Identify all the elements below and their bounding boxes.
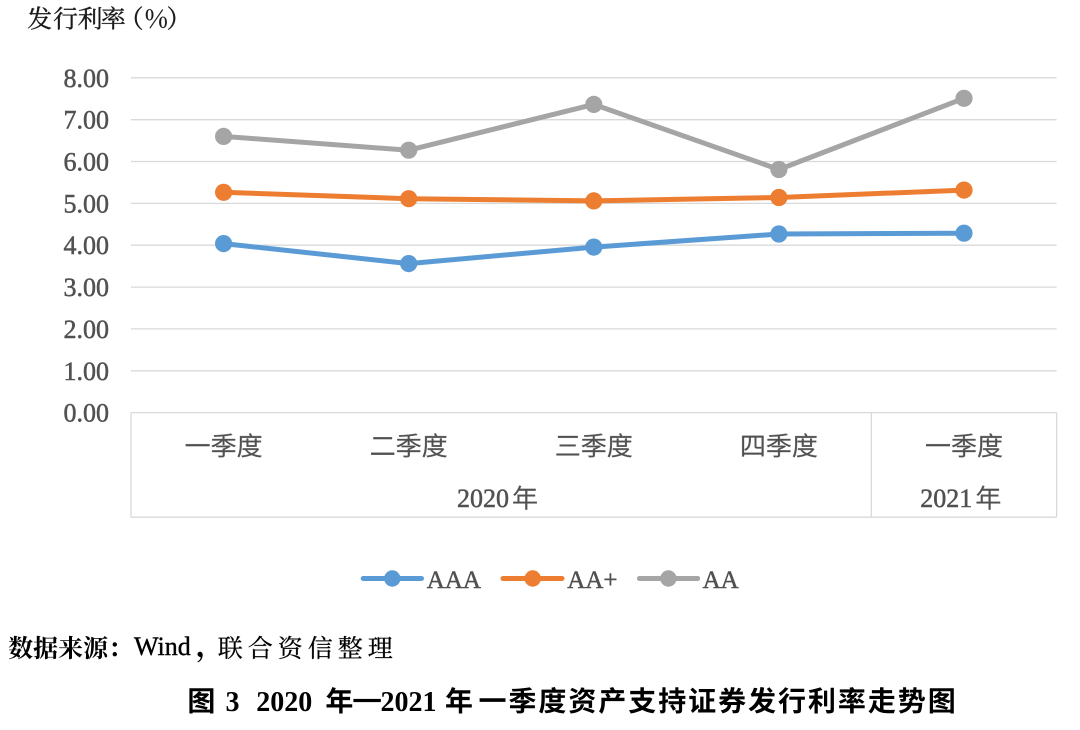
svg-text:3.00: 3.00 — [64, 273, 110, 302]
svg-text:2021: 2021 — [381, 687, 437, 718]
svg-text:2.00: 2.00 — [64, 315, 110, 344]
svg-text:2020: 2020 — [457, 484, 509, 513]
svg-text:5.00: 5.00 — [64, 189, 110, 218]
svg-text:0.00: 0.00 — [64, 399, 110, 428]
svg-text:8.00: 8.00 — [64, 64, 110, 93]
svg-text:AA: AA — [703, 567, 739, 594]
svg-text:3: 3 — [226, 687, 240, 718]
svg-text:2020: 2020 — [256, 687, 312, 718]
svg-text:1.00: 1.00 — [64, 357, 110, 386]
svg-text:AAA: AAA — [427, 567, 481, 594]
svg-text:6.00: 6.00 — [64, 148, 110, 177]
svg-text:AA+: AA+ — [567, 567, 617, 594]
svg-text:7.00: 7.00 — [64, 106, 110, 135]
svg-text:4.00: 4.00 — [64, 231, 110, 260]
svg-text:2021: 2021 — [920, 484, 972, 513]
svg-text:Wind: Wind — [134, 632, 191, 661]
